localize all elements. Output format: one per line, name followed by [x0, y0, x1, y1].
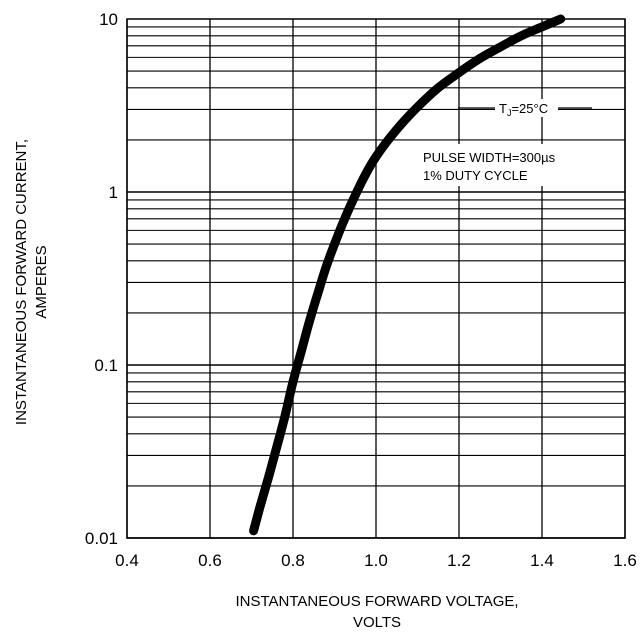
temperature-label-bg: [495, 99, 558, 117]
y-tick-label: 1: [109, 183, 118, 202]
y-tick-label: 0.1: [94, 356, 118, 375]
temperature-annotation: TJ=25°C: [458, 99, 592, 118]
x-tick-label: 1.6: [613, 551, 637, 570]
y-tick-label: 10: [99, 10, 118, 29]
x-axis-title-line-1: INSTANTANEOUS FORWARD VOLTAGE,: [235, 593, 518, 610]
x-tick-label: 1.4: [530, 551, 554, 570]
x-axis-ticks: 0.4 0.6 0.8 1.0 1.2 1.4 1.6: [115, 551, 637, 570]
pulse-width-label: PULSE WIDTH=300µs: [423, 150, 556, 165]
duty-cycle-label: 1% DUTY CYCLE: [423, 168, 528, 183]
x-axis-title-line-2: VOLTS: [353, 614, 401, 631]
forward-current-curve: [249, 14, 566, 536]
y-axis-title: INSTANTANEOUS FORWARD CURRENT, AMPERES: [13, 139, 50, 425]
x-tick-label: 0.8: [281, 551, 305, 570]
temperature-label: TJ=25°C: [499, 101, 548, 118]
plot-frame: [126, 18, 626, 539]
x-tick-label: 0.4: [115, 551, 139, 570]
y-tick-label: 0.01: [85, 529, 118, 548]
y-axis-title-line-2: AMPERES: [33, 245, 50, 318]
y-axis-ticks: 0.01 0.1 1 10: [85, 10, 118, 548]
pulse-label-bg: [418, 144, 578, 186]
x-axis-title: INSTANTANEOUS FORWARD VOLTAGE, VOLTS: [235, 593, 518, 631]
x-tick-label: 1.2: [447, 551, 471, 570]
x-tick-label: 1.0: [364, 551, 388, 570]
x-tick-label: 0.6: [198, 551, 222, 570]
y-axis-title-line-1: INSTANTANEOUS FORWARD CURRENT,: [13, 139, 30, 425]
plot-grid: [126, 19, 626, 539]
pulse-annotation: PULSE WIDTH=300µs 1% DUTY CYCLE: [418, 144, 578, 186]
